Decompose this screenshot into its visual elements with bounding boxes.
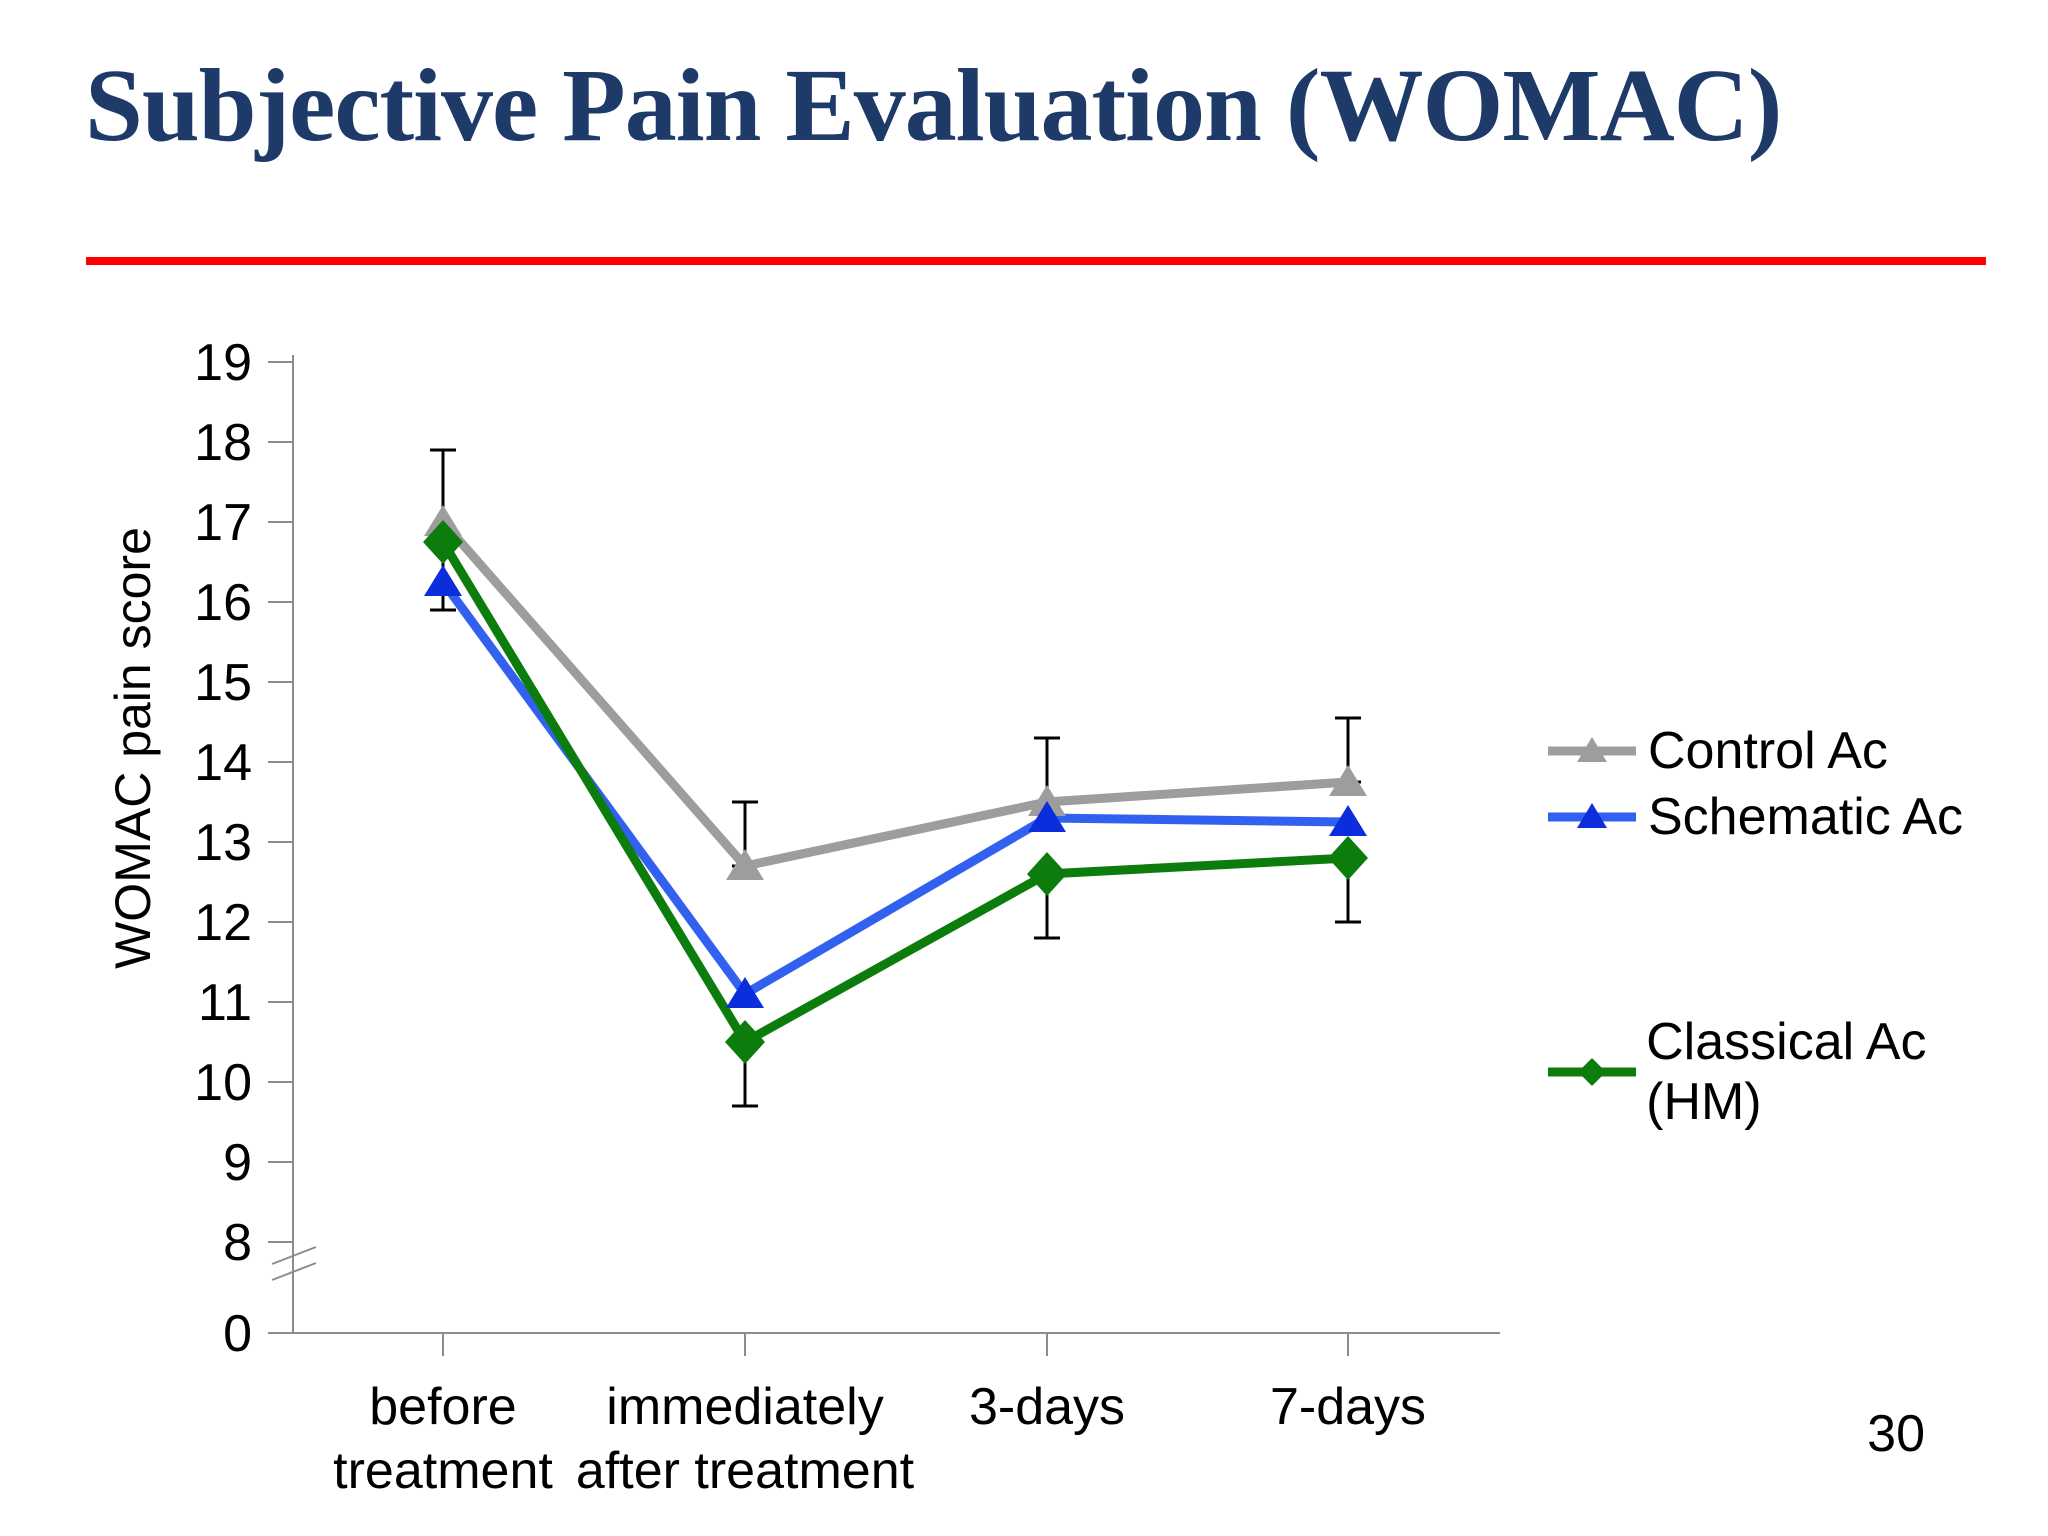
- y-tick-label-0: 0: [223, 1305, 252, 1363]
- y-tick-label-19: 19: [194, 334, 252, 392]
- series-2-marker-3: [1328, 836, 1368, 880]
- x-category-label-0: before: [369, 1378, 516, 1436]
- legend-label-classical: Classical Ac (HM): [1646, 1013, 1927, 1131]
- legend-label-control: Control Ac: [1648, 722, 1888, 780]
- legend-swatch-schematic: [1548, 803, 1636, 828]
- series-2-marker-2: [1027, 852, 1067, 896]
- x-category-label-2: 3-days: [969, 1378, 1125, 1436]
- series-2-marker-1: [725, 1020, 765, 1064]
- x-category-label-1: immediately: [606, 1378, 883, 1436]
- series-0-marker-2: [1028, 785, 1066, 816]
- page-number: 30: [1867, 1405, 1925, 1463]
- y-tick-label-16: 16: [194, 574, 252, 632]
- axis-break-mark: [271, 1246, 317, 1265]
- y-tick-label-18: 18: [194, 414, 252, 472]
- title-underline-rule: [86, 257, 1986, 265]
- legend-swatch-control: [1548, 737, 1636, 762]
- series-2-marker-0: [423, 520, 463, 564]
- series-1-marker-2: [1028, 801, 1066, 832]
- series-1-marker-0: [424, 565, 462, 596]
- y-tick-label-12: 12: [194, 894, 252, 952]
- series-0-marker-1: [726, 849, 764, 880]
- axis-break-mark: [271, 1262, 317, 1281]
- y-tick-label-9: 9: [223, 1134, 252, 1192]
- y-axis-title: WOMAC pain score: [105, 527, 161, 969]
- legend-label-schematic: Schematic Ac: [1648, 788, 1964, 846]
- legend-swatch-classical: [1548, 1058, 1636, 1086]
- x-category-label-1: after treatment: [576, 1442, 915, 1500]
- x-category-label-0: treatment: [333, 1442, 553, 1500]
- y-tick-label-14: 14: [194, 734, 252, 792]
- slide-title: Subjective Pain Evaluation (WOMAC): [85, 48, 1782, 163]
- y-tick-label-17: 17: [194, 494, 252, 552]
- series-0-marker-3: [1329, 765, 1367, 796]
- legend-marker-diamond: [1578, 1058, 1606, 1086]
- y-tick-label-10: 10: [194, 1054, 252, 1112]
- x-category-label-3: 7-days: [1270, 1378, 1426, 1436]
- series-1-marker-3: [1329, 805, 1367, 836]
- legend-entry-control: Control Ac: [1546, 721, 1888, 781]
- legend-entry-classical: Classical Ac (HM): [1546, 1012, 2048, 1132]
- y-tick-label-8: 8: [223, 1214, 252, 1272]
- series-line-2: [439, 539, 1349, 1049]
- series-line-0: [439, 519, 1349, 871]
- y-tick-label-15: 15: [194, 654, 252, 712]
- legend-marker-triangle: [1577, 737, 1607, 762]
- y-tick-label-13: 13: [194, 814, 252, 872]
- legend-entry-schematic: Schematic Ac: [1546, 787, 1963, 847]
- series-1-marker-1: [726, 977, 764, 1008]
- legend-marker-triangle: [1577, 803, 1607, 828]
- y-tick-label-11: 11: [198, 974, 252, 1032]
